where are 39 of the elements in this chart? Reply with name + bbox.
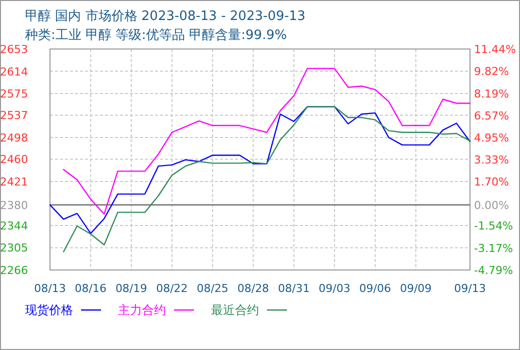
x-tick-label: 08/25 — [196, 282, 228, 295]
y-tick-label: 2460 — [0, 153, 28, 166]
y2-tick-label: 11.44% — [474, 43, 516, 56]
chart-title: 甲醇 国内 市场价格 2023-08-13 - 2023-09-13 — [25, 9, 306, 24]
y-tick-label: 2266 — [0, 264, 28, 277]
y-tick-label: 2498 — [0, 132, 28, 145]
y-tick-label: 2653 — [0, 43, 28, 56]
x-tick-label: 08/19 — [115, 282, 148, 295]
x-tick-label: 09/06 — [359, 282, 392, 295]
y-tick-label: 2421 — [0, 175, 28, 188]
legend-label: 主力合约 — [118, 303, 166, 317]
y2-tick-label: -4.79% — [474, 264, 513, 277]
x-tick-label: 08/13 — [34, 282, 66, 295]
y-tick-label: 2380 — [0, 198, 28, 212]
y2-tick-label: 3.33% — [474, 153, 509, 166]
x-tick-label: 08/16 — [74, 282, 106, 295]
y2-tick-label: -3.17% — [474, 242, 513, 255]
y2-tick-label: -1.54% — [474, 220, 513, 233]
y2-tick-label: 4.95% — [474, 131, 509, 144]
y-tick-label: 2537 — [0, 109, 28, 122]
legend-label: 最近合约 — [211, 303, 259, 317]
x-tick-label: 08/28 — [237, 282, 270, 295]
x-tick-label: 09/03 — [318, 282, 350, 295]
y-tick-label: 2614 — [0, 65, 28, 78]
x-tick-label: 08/22 — [156, 282, 188, 295]
x-tick-label: 09/09 — [400, 282, 432, 295]
y2-tick-label: 1.70% — [474, 176, 509, 189]
chart-subtitle: 种类:工业 甲醇 等级:优等品 甲醇含量:99.9% — [25, 28, 287, 43]
x-tick-label: 09/13 — [454, 282, 486, 295]
legend-label: 现货价格 — [25, 303, 73, 317]
y2-tick-label: 6.57% — [474, 109, 509, 122]
x-tick-label: 08/31 — [278, 282, 310, 295]
y2-tick-label: 9.82% — [474, 65, 509, 78]
line-series — [62, 68, 471, 215]
y2-tick-label: 8.19% — [474, 87, 509, 100]
y2-tick-label: 0.00% — [474, 198, 509, 212]
y-tick-label: 2575 — [0, 88, 28, 101]
y-tick-label: 2305 — [0, 242, 28, 255]
y-tick-label: 2344 — [0, 219, 28, 232]
